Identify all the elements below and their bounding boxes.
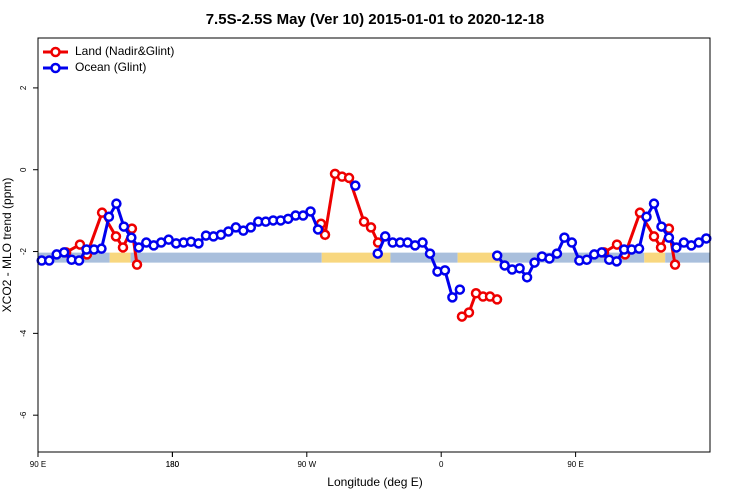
data-point <box>559 232 570 243</box>
data-point <box>499 260 510 271</box>
data-point <box>544 253 555 264</box>
data-point <box>424 248 436 259</box>
data-point <box>126 232 137 243</box>
data-point <box>297 210 309 221</box>
data-point <box>514 263 525 274</box>
legend-marker <box>50 62 61 74</box>
data-point <box>663 232 675 243</box>
data-point <box>521 272 533 283</box>
data-point <box>103 211 115 223</box>
data-point <box>648 231 660 242</box>
data-point <box>372 248 383 259</box>
data-point <box>43 255 55 266</box>
data-point <box>223 226 234 237</box>
data-point <box>193 238 204 249</box>
data-point <box>379 231 391 242</box>
data-point <box>131 259 143 270</box>
data-point <box>551 248 563 259</box>
legend-marker <box>50 46 61 58</box>
chart-title: 7.5S-2.5S May (Ver 10) 2015-01-01 to 202… <box>206 11 545 28</box>
plot-frame <box>37 37 711 453</box>
data-point <box>305 206 316 217</box>
x-tick-label: 90 E <box>567 460 583 469</box>
data-point <box>343 172 355 184</box>
data-point <box>110 231 122 242</box>
x-tick-label: 90 W <box>297 460 316 469</box>
data-point <box>439 265 451 276</box>
data-point <box>491 250 503 261</box>
data-point <box>350 180 361 191</box>
data-point <box>671 242 682 253</box>
data-point <box>118 221 130 232</box>
data-point <box>58 247 70 258</box>
data-point <box>491 294 503 305</box>
data-point <box>611 239 623 250</box>
y-tick-label: 0 <box>19 167 28 172</box>
data-point <box>319 229 331 241</box>
x-tick-label: 0 <box>439 460 444 469</box>
data-point <box>581 254 593 265</box>
data-point <box>641 211 652 223</box>
data-point <box>133 242 145 253</box>
data-point <box>633 243 645 254</box>
plot-layer <box>36 168 712 322</box>
data-point <box>701 233 712 244</box>
y-tick-label: -4 <box>19 329 28 337</box>
data-point <box>655 242 667 253</box>
y-tick-label: -6 <box>19 411 28 419</box>
data-point <box>74 239 86 250</box>
data-point <box>693 237 705 248</box>
x-tick-label: 180 <box>166 460 180 469</box>
data-point <box>111 198 122 209</box>
y-axis-label: XCO2 - MLO trend (ppm) <box>0 178 14 313</box>
data-point <box>463 307 475 318</box>
data-point <box>529 257 540 268</box>
data-point <box>417 237 428 248</box>
data-point <box>669 259 681 270</box>
data-point <box>596 247 607 258</box>
data-point <box>96 243 107 254</box>
x-axis-label: Longitude (deg E) <box>327 475 422 489</box>
y-tick-label: -2 <box>19 247 28 255</box>
data-point <box>117 242 129 253</box>
data-point <box>126 223 138 234</box>
data-point <box>245 222 257 233</box>
data-point <box>365 222 377 233</box>
x-tick-label: 90 E <box>30 460 46 469</box>
data-point <box>358 216 370 227</box>
data-point <box>656 221 667 232</box>
data-point <box>312 224 324 235</box>
x-tick-label: 180 <box>166 460 180 469</box>
y-tick-label: 2 <box>19 85 28 90</box>
data-point <box>566 237 578 248</box>
data-point <box>648 198 660 209</box>
data-point <box>454 284 466 295</box>
legend-label: Land (Nadir&Glint) <box>75 44 174 58</box>
data-point <box>611 256 622 267</box>
legend-label: Ocean (Glint) <box>75 60 146 74</box>
data-point <box>447 292 458 303</box>
data-point <box>73 255 85 266</box>
